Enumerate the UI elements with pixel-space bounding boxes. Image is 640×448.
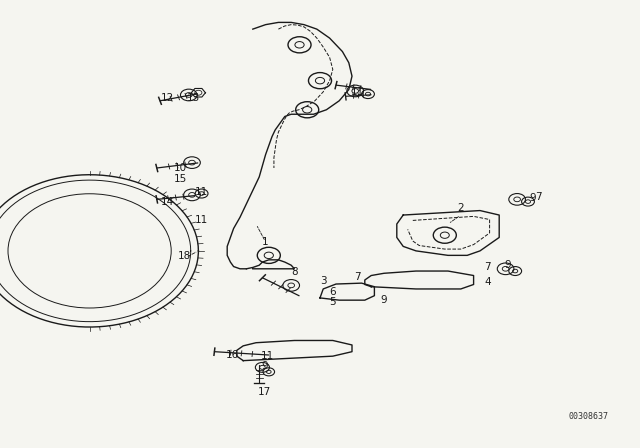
Text: 5: 5: [330, 297, 336, 306]
Text: 9: 9: [261, 362, 268, 371]
Text: 00308637: 00308637: [569, 412, 609, 421]
Text: 11: 11: [351, 87, 364, 97]
Text: 18: 18: [178, 251, 191, 261]
Text: 6: 6: [330, 287, 336, 297]
Text: 9: 9: [381, 295, 387, 305]
Text: 8: 8: [291, 267, 298, 277]
Text: 7: 7: [536, 192, 542, 202]
Text: 9: 9: [504, 260, 511, 270]
Text: 7: 7: [354, 272, 360, 282]
Text: 13: 13: [187, 93, 200, 103]
Text: 11: 11: [195, 187, 208, 197]
Text: 9: 9: [529, 193, 536, 203]
Text: 1: 1: [262, 237, 269, 247]
Text: 11: 11: [261, 351, 274, 361]
Text: 12: 12: [161, 93, 174, 103]
Text: 17: 17: [258, 387, 271, 397]
Text: 16: 16: [226, 350, 239, 360]
Text: 15: 15: [174, 174, 187, 184]
Text: 2: 2: [458, 203, 464, 213]
Text: 4: 4: [484, 277, 491, 287]
Text: 10: 10: [174, 163, 187, 173]
Text: 3: 3: [320, 276, 326, 286]
Text: 7: 7: [484, 262, 491, 271]
Text: 11: 11: [195, 215, 208, 224]
Text: 14: 14: [161, 198, 174, 207]
